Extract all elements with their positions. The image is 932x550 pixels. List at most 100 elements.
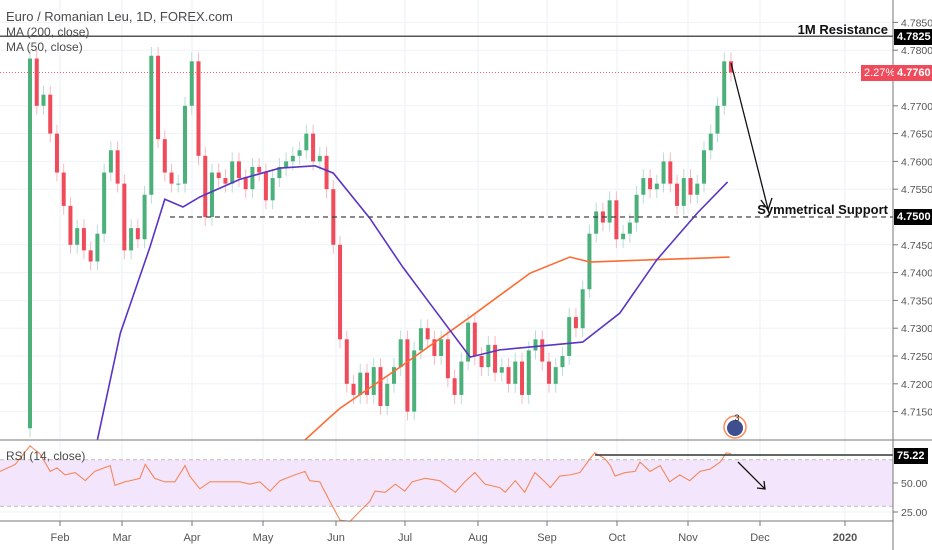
time-axis[interactable]: Feb Mar Apr May Jun Jul Aug Sep Oct Nov Dec 2020 (51, 521, 858, 544)
candle-body (196, 61, 201, 156)
candle-body (432, 339, 437, 356)
last-price-tag: 4.7760 (894, 65, 932, 81)
candle-body (546, 361, 551, 384)
ma50-legend[interactable]: MA (50, close) (6, 40, 83, 54)
down-arrow-price[interactable] (730, 62, 773, 212)
candle-body (695, 183, 700, 195)
candle-body (452, 378, 457, 395)
candle-body (560, 356, 565, 368)
time-tick-label: Nov (678, 532, 698, 544)
candle-body (398, 339, 403, 368)
candle-body (378, 367, 383, 407)
candle-body (688, 178, 693, 195)
candle-body (176, 183, 181, 185)
candle-body (48, 94, 53, 134)
candle-body (675, 183, 680, 206)
candle-body (371, 367, 376, 395)
price-tick-label: 4.7300 (901, 323, 932, 335)
candle-body (391, 367, 396, 384)
candle-body (479, 356, 484, 368)
candle-body (412, 350, 417, 412)
price-tick-label: 4.7550 (901, 184, 932, 196)
candle-body (654, 183, 659, 190)
price-tick-label: 4.7600 (901, 156, 932, 168)
candle-body (621, 233, 626, 240)
price-tick-label: 4.7650 (901, 129, 932, 141)
ma200-line (304, 256, 730, 441)
candle-body (668, 161, 673, 184)
price-tick-label: 4.7450 (901, 240, 932, 252)
support-label[interactable]: Symmetrical Support (757, 202, 888, 217)
candle-body (533, 339, 538, 351)
time-tick-label: Mar (113, 532, 132, 544)
candle-body (68, 205, 73, 245)
candle-body (189, 61, 194, 106)
candle-body (553, 367, 558, 384)
down-arrow-rsi[interactable] (737, 461, 766, 490)
candle-body (648, 178, 653, 190)
candle-body (81, 228, 86, 251)
candle-body (75, 228, 80, 245)
time-tick-label: May (253, 532, 274, 544)
time-tick-label: Jul (398, 532, 412, 544)
earnings-event-icon[interactable]: 3 (723, 413, 747, 439)
price-tick-label: 4.7400 (901, 268, 932, 280)
candle-body (594, 211, 599, 234)
candle-body (344, 339, 349, 384)
grid (0, 0, 893, 521)
candle-body (459, 361, 464, 395)
candle-body (257, 166, 262, 173)
candle-body (567, 317, 572, 356)
candle-body (277, 166, 282, 179)
candle-body (122, 183, 127, 251)
time-tick-label: Oct (608, 532, 625, 544)
ma50-line (96, 165, 729, 441)
candle-body (102, 172, 107, 234)
chart-title: Euro / Romanian Leu, 1D, FOREX.com (6, 9, 233, 24)
candle-body (223, 178, 228, 184)
candle-body (216, 172, 221, 179)
candle-body (715, 105, 720, 134)
candle-body (149, 55, 154, 195)
candle-body (162, 139, 167, 173)
candle-body (425, 328, 430, 340)
candle-body (614, 200, 619, 240)
candle-body (28, 58, 32, 429)
rsi-tick-label: 50.00 (901, 478, 927, 490)
candle-body (88, 250, 93, 262)
rsi-line (0, 445, 732, 522)
price-tick-label: 4.7250 (901, 351, 932, 363)
candle-body (728, 61, 733, 73)
event-badge-count: 3 (734, 413, 739, 423)
ma200-legend[interactable]: MA (200, close) (6, 25, 90, 39)
candle-body (661, 161, 666, 184)
price-tick-label: 4.7800 (901, 45, 932, 57)
price-tick-label: 4.7700 (901, 101, 932, 113)
candle-body (540, 339, 545, 362)
rsi-tick-label: 25.00 (901, 507, 927, 519)
candle-body (297, 150, 302, 156)
time-tick-label: Jun (327, 532, 345, 544)
price-tick-label: 4.7150 (901, 407, 932, 419)
candle-body (526, 350, 531, 395)
candle-body (708, 133, 713, 151)
candle-body (472, 322, 477, 356)
rsi-legend[interactable]: RSI (14, close) (6, 449, 86, 463)
time-tick-label: Feb (51, 532, 70, 544)
candle-body (230, 161, 235, 184)
price-axis[interactable]: 4.7850 4.7800 4.7700 4.7650 4.7600 4.7550 4.74… (893, 17, 932, 519)
candle-body (203, 155, 208, 217)
candle-body (439, 339, 444, 356)
candle-body (156, 55, 161, 140)
candle-body (499, 367, 504, 373)
resistance-label[interactable]: 1M Resistance (797, 22, 888, 37)
candle-body (135, 228, 140, 240)
candle-body (95, 233, 100, 262)
candle-body (722, 61, 727, 106)
candle-body (573, 317, 578, 329)
candle-body (466, 322, 471, 362)
candle-body (61, 172, 66, 206)
rsi-value-tag: 75.22 (894, 448, 928, 464)
candle-body (405, 339, 410, 412)
